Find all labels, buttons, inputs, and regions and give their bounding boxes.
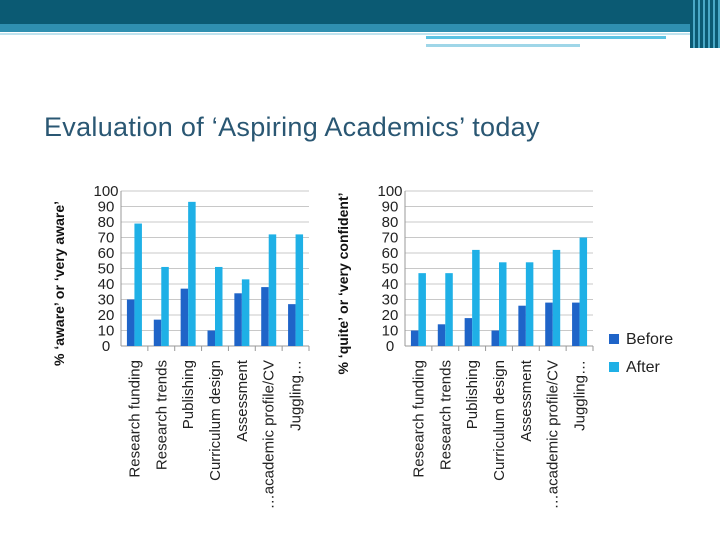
- chart1-y-tick-label: 10: [98, 323, 115, 340]
- chart2-y-tick-label: 50: [382, 261, 399, 278]
- chart2-bar-after: [525, 262, 534, 346]
- chart1-bar-after: [161, 266, 169, 346]
- header-decoration-line-short: [426, 44, 580, 47]
- chart2-bar-after: [499, 262, 507, 346]
- header-band: [0, 0, 720, 24]
- chart2-category-label: Research trends: [437, 360, 454, 470]
- chart1-y-tick-label: 80: [98, 214, 115, 231]
- chart2-y-tick-label: 60: [382, 245, 399, 262]
- chart2-category-label: Assessment: [518, 359, 535, 442]
- chart1-y-tick-label: 50: [98, 261, 115, 278]
- chart2-y-tick-label: 90: [382, 199, 399, 216]
- chart1-bar-before: [153, 319, 162, 346]
- chart2-category-label: Juggling…: [572, 360, 589, 431]
- chart1-category-label: Juggling…: [288, 360, 305, 431]
- chart2-y-axis-label: % ‘quite’ or ‘very confident’: [335, 192, 351, 374]
- chart2-bar-before: [437, 324, 446, 346]
- chart2-y-tick-label: 10: [382, 323, 399, 340]
- chart2-bar-before: [545, 302, 553, 346]
- legend-label-before: Before: [626, 331, 673, 348]
- chart1-category-label: Research trends: [153, 360, 170, 470]
- chart2-bar-before: [518, 305, 526, 346]
- chart2-category-label: Research funding: [410, 360, 427, 478]
- chart2-bar-before: [464, 318, 473, 346]
- chart2-y-tick-label: 70: [382, 230, 399, 247]
- legend-swatch-after: [609, 362, 619, 372]
- legend-label-after: After: [626, 359, 660, 376]
- chart1-category-label: Publishing: [180, 360, 197, 429]
- chart1-category-label: Research funding: [126, 360, 143, 478]
- chart2-bar-after: [552, 249, 561, 346]
- chart1-category-label: Assessment: [234, 359, 251, 442]
- chart2-y-tick-label: 80: [382, 214, 399, 231]
- header-accent-band: [0, 24, 720, 32]
- chart2-category-label: Publishing: [464, 360, 481, 429]
- chart1-y-tick-label: 100: [93, 183, 118, 200]
- chart2-category-label: Curriculum design: [491, 360, 508, 481]
- chart2-bar-before: [572, 302, 580, 346]
- chart1-bar-before: [234, 293, 242, 346]
- chart2-y-tick-label: 20: [382, 307, 399, 324]
- header-stripe-decoration: [690, 0, 720, 48]
- chart1-y-tick-label: 40: [98, 276, 115, 293]
- chart2-category-label: …academic profile/CV: [545, 360, 562, 509]
- chart1-category-label: …academic profile/CV: [261, 360, 278, 509]
- chart1-bar-after: [268, 234, 277, 346]
- chart1-y-tick-label: 60: [98, 245, 115, 262]
- chart2-y-tick-label: 40: [382, 276, 399, 293]
- chart2-bar-after: [445, 273, 453, 346]
- chart1-bar-before: [261, 287, 269, 346]
- chart1-bar-after: [215, 266, 223, 346]
- chart1-bar-before: [288, 304, 296, 346]
- chart1-bar-before: [126, 299, 135, 346]
- chart1-bar-before: [180, 288, 189, 346]
- chart2-bar-before: [410, 330, 419, 346]
- chart1-y-tick-label: 0: [102, 338, 110, 355]
- chart1-category-label: Curriculum design: [207, 360, 224, 481]
- slide-title: Evaluation of ‘Aspiring Academics’ today: [44, 112, 540, 142]
- header-decoration-line: [426, 36, 666, 39]
- chart2-y-tick-label: 30: [382, 292, 399, 309]
- chart1-y-axis-label: % ‘aware’ or ‘very aware’: [51, 201, 67, 366]
- chart1-y-tick-label: 30: [98, 292, 115, 309]
- chart2-bar-after: [579, 237, 588, 346]
- legend-swatch-before: [609, 334, 619, 344]
- chart2-y-tick-label: 100: [377, 183, 402, 200]
- chart1-bar-before: [207, 330, 215, 346]
- chart1-bar-after: [295, 234, 304, 346]
- chart2-bar-after: [418, 273, 426, 346]
- chart2-y-tick-label: 0: [386, 338, 394, 355]
- header-divider-line: [0, 33, 720, 35]
- chart1-bar-after: [134, 223, 142, 346]
- chart1-y-tick-label: 90: [98, 199, 115, 216]
- chart2-bar-after: [472, 249, 480, 346]
- chart1-y-tick-label: 20: [98, 307, 115, 324]
- chart1-bar-after: [241, 279, 250, 346]
- chart2-bar-before: [491, 330, 499, 346]
- chart1-y-tick-label: 70: [98, 230, 115, 247]
- chart1-bar-after: [188, 201, 196, 346]
